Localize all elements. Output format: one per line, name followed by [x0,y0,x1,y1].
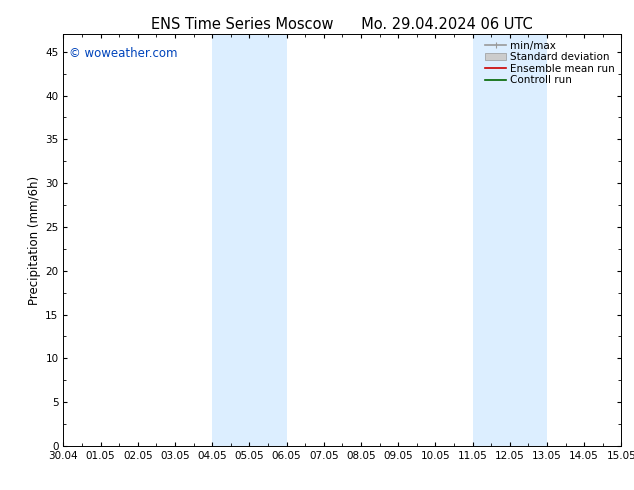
Bar [472,34,547,446]
Title: ENS Time Series Moscow      Mo. 29.04.2024 06 UTC: ENS Time Series Moscow Mo. 29.04.2024 06… [152,17,533,32]
Text: © woweather.com: © woweather.com [69,47,178,60]
Legend: min/max, Standard deviation, Ensemble mean run, Controll run: min/max, Standard deviation, Ensemble me… [482,37,618,88]
Y-axis label: Precipitation (mm/6h): Precipitation (mm/6h) [28,175,41,305]
Bar [212,34,287,446]
